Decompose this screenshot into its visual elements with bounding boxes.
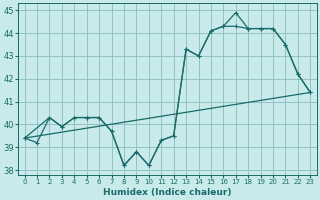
X-axis label: Humidex (Indice chaleur): Humidex (Indice chaleur) bbox=[103, 188, 232, 197]
